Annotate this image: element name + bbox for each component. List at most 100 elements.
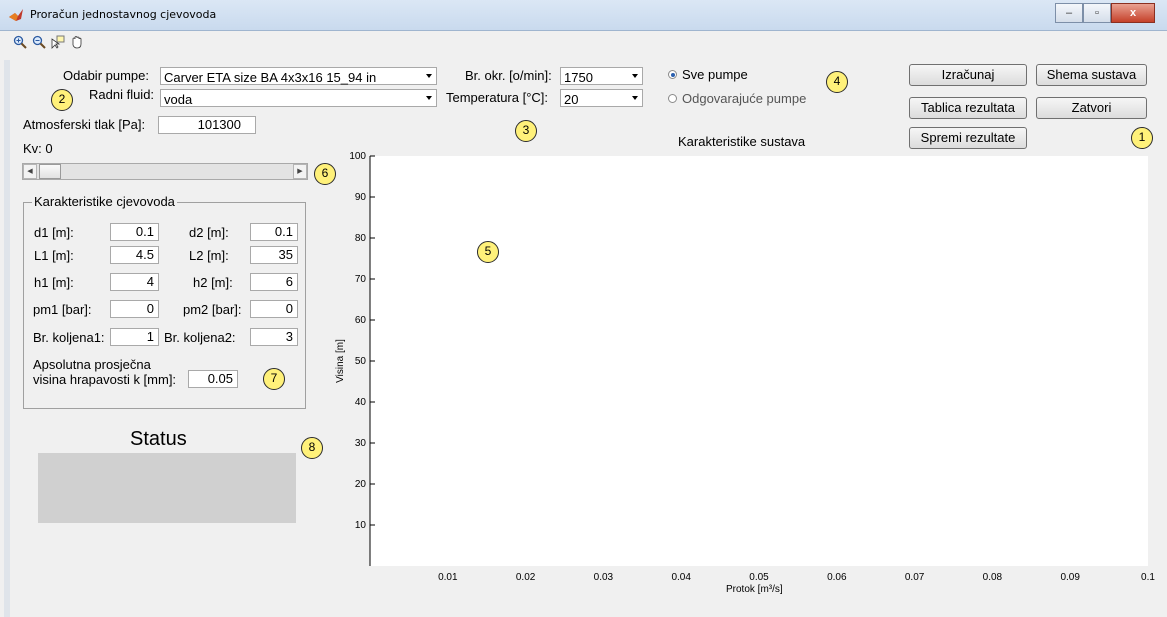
x-tick-label: 0.07 xyxy=(905,572,925,583)
x-tick-label: 0.06 xyxy=(827,572,847,583)
roughness-label-line1: Apsolutna prosječna xyxy=(33,357,151,372)
data-cursor-icon[interactable] xyxy=(50,34,66,50)
elbows1-input[interactable]: 1 xyxy=(110,328,159,346)
pump-label: Odabir pumpe: xyxy=(63,68,149,83)
save-results-button[interactable]: Spremi rezultate xyxy=(909,127,1027,149)
kv-label: Kv: 0 xyxy=(23,141,53,156)
y-tick-label: 60 xyxy=(355,315,367,326)
radio-dot-selected xyxy=(668,70,677,79)
chevron-down-icon xyxy=(632,74,638,78)
callout-3: 3 xyxy=(515,120,537,142)
elbows1-label: Br. koljena1: xyxy=(33,330,105,345)
x-tick-label: 0.1 xyxy=(1141,572,1155,583)
matlab-app-icon xyxy=(9,9,23,21)
y-axis-label: Visina [m] xyxy=(335,339,346,383)
plot-title: Karakteristike sustava xyxy=(678,134,806,149)
radio-all-pumps-label: Sve pumpe xyxy=(682,67,748,82)
y-tick-label: 40 xyxy=(355,397,367,408)
close-button[interactable]: Zatvori xyxy=(1036,97,1147,119)
d1-input[interactable]: 0.1 xyxy=(110,223,159,241)
L2-label: L2 [m]: xyxy=(189,248,229,263)
speed-select[interactable]: 1750 xyxy=(560,67,643,85)
speed-select-value: 1750 xyxy=(564,70,593,85)
x-tick-label: 0.02 xyxy=(516,572,536,583)
L2-input[interactable]: 35 xyxy=(250,246,298,264)
slider-left-arrow-icon[interactable]: ◀ xyxy=(23,164,37,179)
elbows2-label: Br. koljena2: xyxy=(164,330,236,345)
pm2-input[interactable]: 0 xyxy=(250,300,298,318)
roughness-input[interactable]: 0.05 xyxy=(188,370,238,388)
zoom-in-icon[interactable] xyxy=(12,34,28,50)
fluid-select-value: voda xyxy=(164,92,193,107)
callout-6: 6 xyxy=(314,163,336,185)
speed-label: Br. okr. [o/min]: xyxy=(465,68,552,83)
kv-slider[interactable]: ◀ ▶ xyxy=(22,163,308,180)
temperature-select[interactable]: 20 xyxy=(560,89,643,107)
chevron-down-icon xyxy=(632,96,638,100)
pump-select[interactable]: Carver ETA size BA 4x3x16 15_94 in xyxy=(160,67,437,85)
callout-8: 8 xyxy=(301,437,323,459)
maximize-button[interactable]: ▫ xyxy=(1083,3,1111,23)
zoom-out-icon[interactable] xyxy=(31,34,47,50)
x-tick-label: 0.08 xyxy=(983,572,1003,583)
callout-4: 4 xyxy=(826,71,848,93)
window-titlebar: Proračun jednostavnog cjevovoda – ▫ x xyxy=(0,0,1167,31)
radio-matching-pumps[interactable]: Odgovarajuće pumpe xyxy=(668,91,806,106)
results-table-button[interactable]: Tablica rezultata xyxy=(909,97,1027,119)
d2-label: d2 [m]: xyxy=(189,225,229,240)
slider-right-arrow-icon[interactable]: ▶ xyxy=(293,164,307,179)
x-tick-label: 0.04 xyxy=(671,572,691,583)
pm2-label: pm2 [bar]: xyxy=(183,302,242,317)
temperature-label: Temperatura [°C]: xyxy=(446,90,549,105)
close-window-button[interactable]: x xyxy=(1111,3,1155,23)
chevron-down-icon xyxy=(426,74,432,78)
elbows2-input[interactable]: 3 xyxy=(250,328,298,346)
callout-1: 1 xyxy=(1131,127,1153,149)
L1-label: L1 [m]: xyxy=(34,248,74,263)
y-tick-label: 70 xyxy=(355,274,367,285)
fluid-label: Radni fluid: xyxy=(89,87,155,102)
plot-area xyxy=(370,156,1148,566)
x-tick-label: 0.09 xyxy=(1060,572,1080,583)
L1-input[interactable]: 4.5 xyxy=(110,246,159,264)
y-tick-label: 90 xyxy=(355,192,367,203)
callout-2: 2 xyxy=(51,89,73,111)
left-window-edge xyxy=(4,60,10,617)
status-title: Status xyxy=(130,428,187,450)
calculate-button[interactable]: Izračunaj xyxy=(909,64,1027,86)
h1-input[interactable]: 4 xyxy=(110,273,159,291)
panel-title: Karakteristike cjevovoda xyxy=(32,194,177,209)
h2-input[interactable]: 6 xyxy=(250,273,298,291)
pm1-label: pm1 [bar]: xyxy=(33,302,92,317)
system-characteristics-plot[interactable]: 10 20 30 40 50 60 70 80 90 100 0.01 0.02 0.03 0.04 0.… xyxy=(318,145,1167,617)
y-tick-label: 30 xyxy=(355,438,367,449)
x-tick-label: 0.05 xyxy=(749,572,769,583)
y-tick-label: 50 xyxy=(355,356,367,367)
h1-label: h1 [m]: xyxy=(34,275,74,290)
status-box xyxy=(38,453,296,523)
window-title: Proračun jednostavnog cjevovoda xyxy=(30,8,217,21)
radio-all-pumps[interactable]: Sve pumpe xyxy=(668,67,748,82)
radio-matching-pumps-label: Odgovarajuće pumpe xyxy=(682,91,807,106)
roughness-label-line2: visina hrapavosti k [mm]: xyxy=(33,372,177,387)
atm-pressure-input[interactable]: 101300 xyxy=(158,116,256,134)
d2-input[interactable]: 0.1 xyxy=(250,223,298,241)
h2-label: h2 [m]: xyxy=(193,275,233,290)
y-tick-label: 80 xyxy=(355,233,367,244)
figure-toolbar xyxy=(12,34,85,52)
x-tick-label: 0.03 xyxy=(594,572,614,583)
pump-select-value: Carver ETA size BA 4x3x16 15_94 in xyxy=(164,70,377,85)
fluid-select[interactable]: voda xyxy=(160,89,437,107)
pan-hand-icon[interactable] xyxy=(69,34,85,50)
slider-thumb[interactable] xyxy=(39,164,61,179)
y-tick-label: 20 xyxy=(355,479,367,490)
y-tick-label: 100 xyxy=(349,151,366,162)
y-tick-label: 10 xyxy=(355,520,367,531)
d1-label: d1 [m]: xyxy=(34,225,74,240)
pm1-input[interactable]: 0 xyxy=(110,300,159,318)
temperature-select-value: 20 xyxy=(564,92,579,107)
radio-dot xyxy=(668,94,677,103)
x-tick-label: 0.01 xyxy=(438,572,458,583)
system-scheme-button[interactable]: Shema sustava xyxy=(1036,64,1147,86)
minimize-button[interactable]: – xyxy=(1055,3,1083,23)
